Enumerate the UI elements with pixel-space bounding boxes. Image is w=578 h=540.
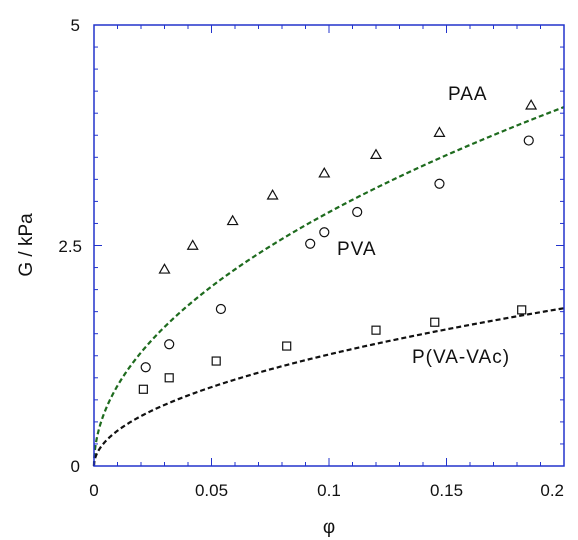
data-point-square	[164, 373, 174, 383]
series-label-paa: PAA	[448, 84, 488, 105]
data-point-square	[430, 317, 440, 327]
data-point-triangle	[158, 263, 171, 274]
data-point-square	[138, 384, 148, 394]
x-tick-label: 0.1	[317, 481, 341, 500]
data-point-circle	[215, 303, 226, 315]
data-point-circle	[319, 227, 330, 238]
x-tick-label: 0.15	[430, 481, 463, 500]
data-point-triangle	[525, 99, 538, 110]
x-axis-label: φ	[323, 517, 335, 538]
data-point-square	[211, 356, 221, 366]
data-point-triangle	[266, 189, 279, 200]
y-tick-label: 0	[71, 457, 80, 476]
data-point-triangle	[369, 148, 383, 160]
data-point-circle	[434, 178, 445, 189]
data-markers	[138, 99, 538, 394]
y-tick-label: 5	[71, 16, 80, 35]
data-point-triangle	[226, 214, 239, 226]
data-point-triangle	[318, 166, 331, 178]
x-tick-label: 0.2	[540, 481, 564, 500]
fit-curves	[92, 106, 565, 467]
data-point-circle	[140, 362, 151, 373]
axis-ticks	[93, 24, 565, 467]
data-point-circle	[523, 135, 534, 146]
data-point-square	[282, 341, 292, 351]
data-point-circle	[305, 238, 316, 249]
data-point-triangle	[433, 126, 446, 137]
y-axis-label: G / kPa	[16, 213, 37, 277]
plot-area	[94, 25, 564, 466]
data-point-circle	[352, 206, 363, 218]
x-tick-label: 0.05	[195, 481, 228, 500]
data-point-circle	[164, 339, 175, 350]
fit-curve-p-va-vac	[92, 307, 565, 467]
data-point-square	[371, 325, 381, 335]
data-point-triangle	[186, 239, 199, 250]
series-label-pva: PVA	[337, 239, 377, 260]
x-tick-label: 0	[89, 481, 98, 500]
series-label-pvavac: P(VA-VAc)	[412, 347, 510, 368]
data-point-square	[517, 305, 527, 315]
y-tick-label: 2.5	[58, 237, 82, 256]
